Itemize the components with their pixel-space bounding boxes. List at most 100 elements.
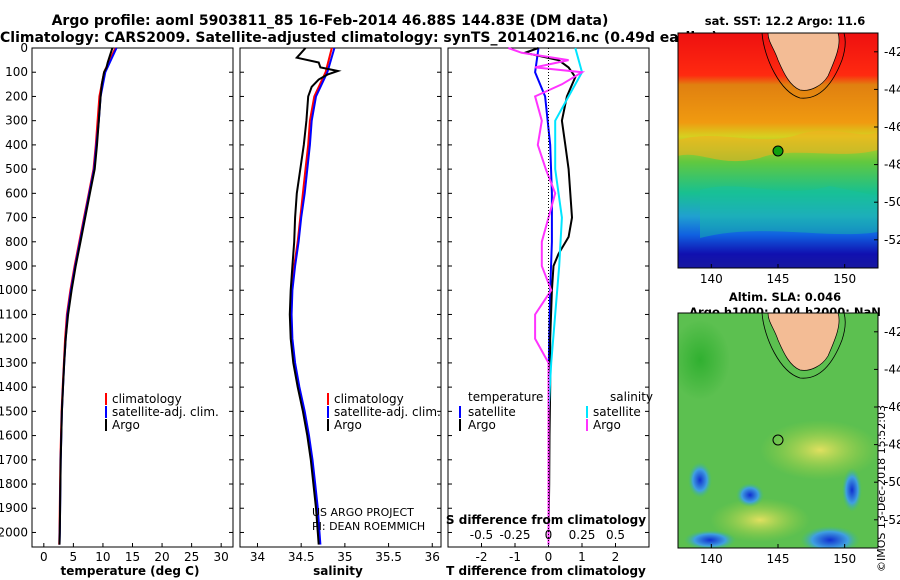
difference-legend: temperature salinity satellite Argo sate… [459,390,653,432]
sla-map-title-1: Altim. SLA: 0.046 [728,290,842,304]
depth-tick-label: 300 [5,114,28,128]
depth-tick-label: 1500 [0,404,28,418]
depth-tick-label: 600 [5,186,28,200]
sla-low-patch [736,483,764,507]
depth-tick-label: 200 [5,89,28,103]
map-lat-label: -50 [884,195,900,209]
map-lat-label: -48 [884,158,900,172]
map-lon-label: 140 [700,272,723,286]
depth-tick-label: 500 [5,162,28,176]
x-tick-label: 35 [337,550,352,564]
legend-label-s-argo: Argo [593,418,621,432]
title-line-2: Climatology: CARS2009. Satellite-adjuste… [0,30,718,46]
legend-label-argo: Argo [112,418,140,432]
map-lat-label: -44 [884,82,900,96]
depth-tick-label: 100 [5,65,28,79]
x-tick-label: 35.5 [375,550,402,564]
depth-tick-label: 1200 [0,332,28,346]
bathymetry-contour [761,313,846,379]
map-lon-label: 145 [767,272,790,286]
project-note-line-1: US ARGO PROJECT [312,506,414,519]
sla-low-patch [684,530,736,548]
sst-map-title: sat. SST: 12.2 Argo: 11.6 [704,14,866,28]
x-tick-label: 34.5 [288,550,315,564]
map-lon-label: 140 [700,552,723,566]
salinity-legend: climatology satellite-adj. clim. Argo [327,392,441,432]
difference-x-label: T difference from climatology [446,564,646,578]
series-line-s-argo [507,47,586,545]
x-tick-label: 0 [545,550,553,564]
legend-label-t-argo: Argo [468,418,496,432]
depth-tick-label: 1600 [0,429,28,443]
sla-low-patch [688,462,712,498]
x-tick-label: 1 [578,550,586,564]
depth-tick-label: 1700 [0,453,28,467]
series-line-t-argo [521,47,577,545]
salinity-panel-frame [239,47,442,548]
depth-tick-label: 900 [5,259,28,273]
s-difference-tick-label: 0.25 [569,528,596,542]
x-tick-label: 34 [250,550,265,564]
series-line-satellite-adj-clim- [58,47,118,545]
depth-tick-label: 1800 [0,477,28,491]
x-tick-label: -1 [509,550,521,564]
map-lat-label: -46 [884,400,900,414]
argo-float-location-marker [772,145,784,157]
map-lon-label: 150 [833,552,856,566]
sst-cool-patch [700,186,878,238]
series-line-satellite-adj-clim- [290,47,336,545]
temperature-legend: climatology satellite-adj. clim. Argo [105,392,219,432]
legend-label-s-satellite: satellite [593,405,641,419]
depth-tick-label: 0 [20,41,28,55]
legend-title-salinity: salinity [610,390,653,404]
s-difference-tick-label: 0.5 [606,528,625,542]
s-difference-tick-label: -0.5 [470,528,493,542]
x-tick-label: 2 [612,550,620,564]
depth-tick-label: 2000 [0,525,28,539]
map-lat-label: -52 [884,513,900,527]
sst-map-axes: -42 -44 -46 -48 -50 -52 140 145 150 [700,45,900,286]
sla-map-axes: -42 -44 -46 -48 -50 -52 140 145 150 [700,325,900,566]
x-tick-label: 10 [95,550,110,564]
x-tick-label: 30 [214,550,229,564]
map-lat-label: -46 [884,120,900,134]
x-tick-label: -2 [476,550,488,564]
legend-label-climatology: climatology [334,392,404,406]
s-difference-tick-label: -0.25 [499,528,530,542]
depth-tick-label: 400 [5,138,28,152]
legend-label-satellite: satellite-adj. clim. [334,405,441,419]
legend-label-climatology: climatology [112,392,182,406]
map-lat-label: -44 [884,362,900,376]
sla-high-patch [710,498,810,542]
temperature-panel-frame [31,47,234,548]
x-axes: 0 5 10 15 20 25 30 34 34.5 35 35.5 36 -2 -1 0 1 2 [40,543,619,564]
salinity-x-label: salinity [313,564,363,578]
x-tick-label: 0 [40,550,48,564]
map-lat-label: -48 [884,438,900,452]
tasmania-landmass [767,33,840,91]
x-tick-label: 5 [70,550,78,564]
s-difference-tick-labels: -0.5 -0.25 0 0.25 0.5 [470,528,625,542]
profile-series [58,47,586,545]
sla-high-patch [760,420,878,480]
map-lon-label: 145 [767,552,790,566]
map-lat-label: -42 [884,45,900,59]
bathymetry-contour [761,33,846,99]
project-note-line-2: PI: DEAN ROEMMICH [312,520,425,533]
depth-tick-label: 800 [5,235,28,249]
sla-map: -42 -44 -46 -48 -50 -52 140 145 150 [677,312,900,566]
x-tick-label: 20 [154,550,169,564]
map-lat-label: -52 [884,233,900,247]
sst-map: -42 -44 -46 -48 -50 -52 140 145 150 [677,32,900,286]
x-tick-label: 36 [425,550,440,564]
map-lon-label: 150 [833,272,856,286]
map-lat-label: -42 [884,325,900,339]
depth-tick-label: 1900 [0,501,28,515]
temperature-x-label: temperature (deg C) [61,564,200,578]
argo-float-location-marker [772,434,784,446]
map-lat-label: -50 [884,475,900,489]
depth-tick-label: 700 [5,211,28,225]
title-line-1: Argo profile: aoml 5903811_85 16-Feb-201… [51,13,609,29]
legend-label-t-satellite: satellite [468,405,516,419]
